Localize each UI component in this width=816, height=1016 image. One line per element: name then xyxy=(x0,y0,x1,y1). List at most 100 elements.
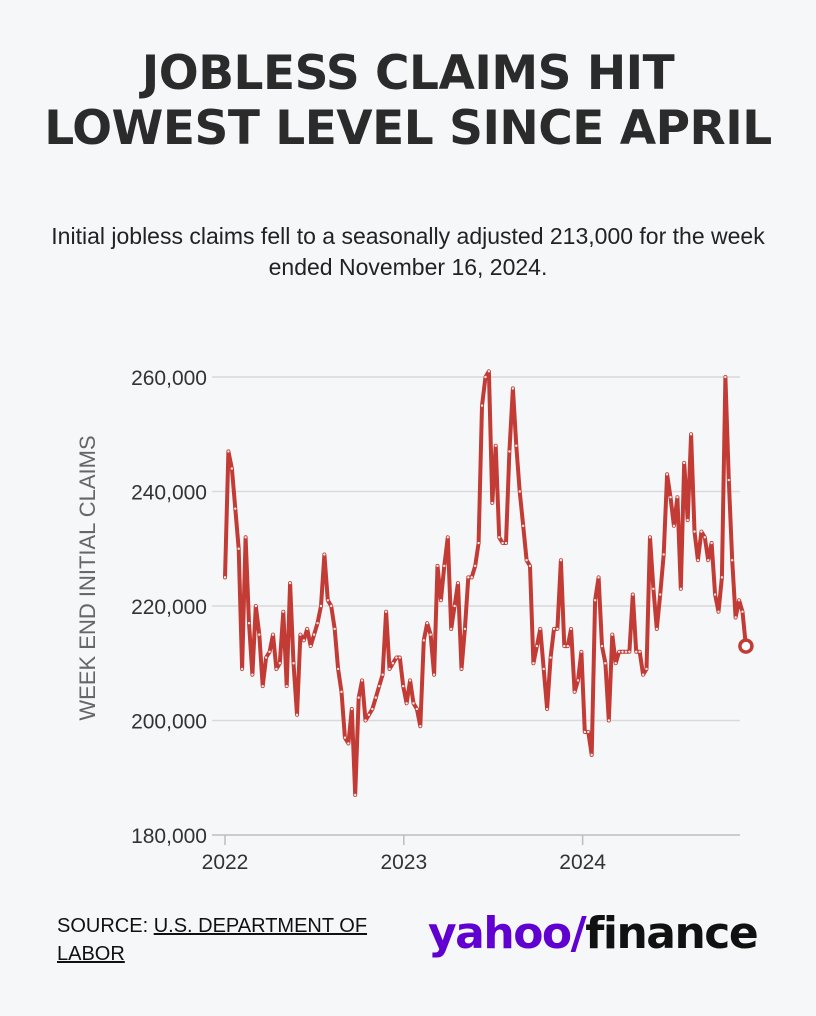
data-point xyxy=(484,375,487,379)
data-point xyxy=(700,530,703,533)
data-point xyxy=(405,702,408,705)
data-point xyxy=(395,656,398,659)
data-point xyxy=(278,662,282,665)
data-point xyxy=(288,581,292,585)
data-point xyxy=(264,656,268,659)
data-point xyxy=(306,627,309,631)
data-point xyxy=(230,467,234,470)
data-point xyxy=(432,673,436,676)
data-point xyxy=(419,725,422,728)
data-point xyxy=(408,679,412,682)
data-point xyxy=(518,490,521,493)
data-point xyxy=(552,627,556,631)
data-point xyxy=(611,633,614,636)
data-point xyxy=(710,541,713,545)
data-point xyxy=(251,673,254,676)
data-point xyxy=(330,604,333,608)
series-line xyxy=(223,369,748,797)
data-point xyxy=(617,650,621,653)
data-point xyxy=(425,621,429,625)
data-point xyxy=(662,553,665,556)
data-point xyxy=(542,667,545,671)
data-point xyxy=(604,662,607,665)
data-point xyxy=(631,593,635,596)
data-point xyxy=(501,541,504,545)
data-point xyxy=(659,593,662,596)
data-point xyxy=(333,627,336,631)
data-point xyxy=(295,713,299,716)
data-point xyxy=(388,667,391,671)
data-point xyxy=(583,730,587,734)
data-point xyxy=(343,736,347,739)
data-point xyxy=(576,679,580,682)
data-point xyxy=(350,707,354,711)
data-point xyxy=(724,375,727,379)
data-point xyxy=(525,559,528,562)
data-point xyxy=(545,707,549,711)
data-point xyxy=(271,633,275,636)
data-point xyxy=(515,444,518,447)
data-point xyxy=(686,518,689,522)
data-point xyxy=(223,576,227,579)
data-point xyxy=(439,599,443,602)
data-point xyxy=(593,599,597,602)
data-point xyxy=(402,684,405,688)
series-jobless-claims xyxy=(223,369,754,797)
data-point xyxy=(247,621,251,625)
data-point xyxy=(703,536,706,539)
data-point xyxy=(340,690,343,694)
data-point xyxy=(357,696,360,699)
data-point xyxy=(261,684,264,688)
data-point xyxy=(528,564,532,568)
data-point xyxy=(487,370,491,373)
data-point xyxy=(371,707,374,711)
data-point xyxy=(254,604,258,608)
data-point xyxy=(689,433,693,436)
data-point xyxy=(491,501,494,505)
data-point xyxy=(539,627,542,631)
data-point xyxy=(600,644,604,648)
source-link[interactable]: U.S. DEPARTMENT OF LABOR xyxy=(57,915,368,965)
data-point xyxy=(556,627,559,631)
data-point xyxy=(477,541,480,545)
data-point xyxy=(384,610,388,613)
data-point xyxy=(275,667,278,671)
data-point xyxy=(511,387,515,390)
data-point xyxy=(429,633,432,636)
yahoo-finance-logo[interactable]: yahoo/finance xyxy=(428,904,759,964)
data-point xyxy=(717,610,720,613)
data-point xyxy=(347,742,350,745)
data-point xyxy=(422,639,425,642)
data-point xyxy=(398,656,401,659)
chart-subtitle: Initial jobless claims fell to a seasona… xyxy=(51,223,765,280)
data-point xyxy=(693,530,696,533)
data-point xyxy=(521,524,525,528)
data-point xyxy=(504,541,508,545)
data-point xyxy=(549,656,552,659)
data-point xyxy=(282,610,285,613)
data-point xyxy=(473,564,477,568)
gridlines xyxy=(212,376,740,836)
data-point xyxy=(323,553,326,556)
data-point xyxy=(535,644,539,648)
y-tick-label: 180,000 xyxy=(131,825,207,848)
y-tick-label: 200,000 xyxy=(131,711,207,734)
x-tick-label: 2024 xyxy=(559,851,606,874)
data-point xyxy=(683,461,686,465)
data-point xyxy=(648,536,652,539)
data-point xyxy=(566,644,569,648)
data-point xyxy=(381,673,384,676)
data-point xyxy=(326,599,330,602)
data-point xyxy=(737,599,741,602)
data-point xyxy=(652,587,655,591)
data-point xyxy=(364,719,367,722)
data-point xyxy=(672,524,676,528)
x-axis-ticks: 2022 2023 2024 xyxy=(202,835,606,874)
data-point xyxy=(628,650,631,653)
data-point xyxy=(446,536,449,539)
data-point xyxy=(367,713,371,716)
data-point xyxy=(285,684,288,688)
data-point xyxy=(635,650,638,653)
data-point xyxy=(624,650,628,653)
last-data-point xyxy=(738,638,754,654)
